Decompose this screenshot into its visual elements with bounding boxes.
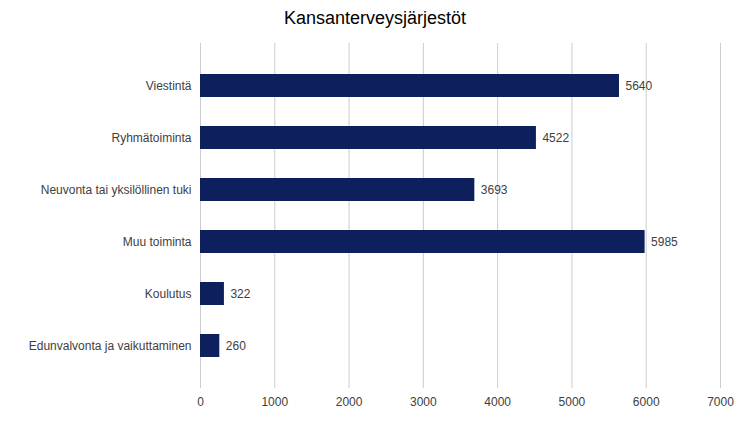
- svg-text:1000: 1000: [261, 395, 288, 409]
- svg-text:Viestintä: Viestintä: [146, 79, 192, 93]
- svg-text:Muu toiminta: Muu toiminta: [123, 235, 192, 249]
- svg-text:6000: 6000: [633, 395, 660, 409]
- svg-text:4522: 4522: [542, 131, 569, 145]
- svg-text:Neuvonta tai yksilöllinen tuki: Neuvonta tai yksilöllinen tuki: [41, 183, 192, 197]
- svg-text:Koulutus: Koulutus: [145, 287, 192, 301]
- svg-text:0: 0: [197, 395, 204, 409]
- svg-text:2000: 2000: [336, 395, 363, 409]
- svg-text:5000: 5000: [559, 395, 586, 409]
- svg-text:7000: 7000: [707, 395, 734, 409]
- svg-text:Edunvalvonta ja vaikuttaminen: Edunvalvonta ja vaikuttaminen: [29, 339, 192, 353]
- svg-text:4000: 4000: [484, 395, 511, 409]
- html-text:Kansanterveysjärjestöt: Kansanterveysjärjestöt: [284, 8, 466, 28]
- svg-text:260: 260: [226, 339, 246, 353]
- svg-text:5985: 5985: [651, 235, 678, 249]
- svg-text:5640: 5640: [625, 79, 652, 93]
- svg-text:3000: 3000: [410, 395, 437, 409]
- svg-text:322: 322: [230, 287, 250, 301]
- svg-text:Ryhmätoiminta: Ryhmätoiminta: [111, 131, 191, 145]
- svg-text:3693: 3693: [481, 183, 508, 197]
